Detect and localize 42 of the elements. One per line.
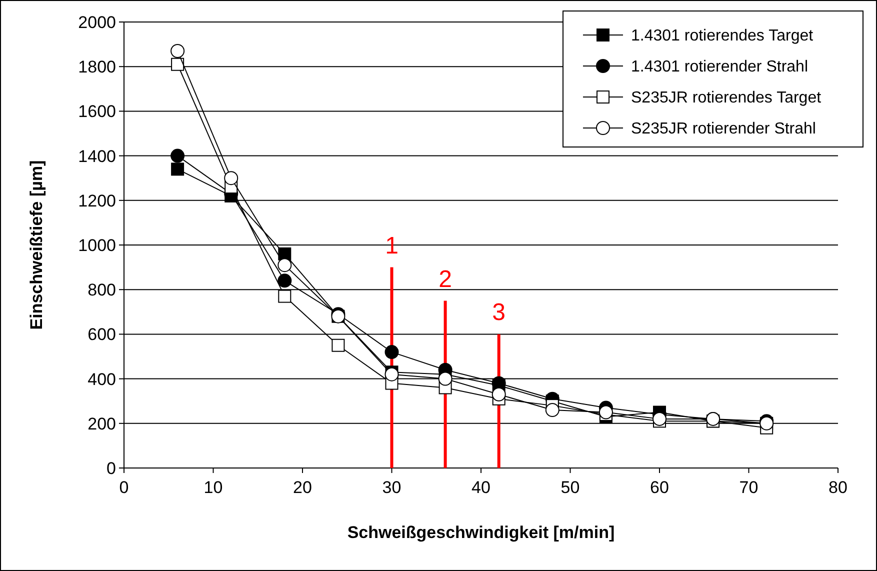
y-tick-label: 1000 [78,236,116,255]
y-tick-label: 1200 [78,191,116,210]
point [332,338,345,352]
x-tick-label: 50 [560,478,580,497]
y-tick-label: 1600 [78,102,116,122]
point [224,171,238,186]
y-tick-label: 2000 [78,12,116,32]
point [492,387,506,402]
y-tick-label: 200 [88,414,116,434]
point [545,403,560,418]
point [278,290,292,303]
point [171,162,184,176]
x-tick-label: 30 [382,478,402,497]
y-tick-label: 800 [88,280,116,300]
x-tick-label: 0 [119,478,129,497]
y-tick-label: 1400 [78,146,116,166]
point [170,148,185,163]
y-axis-title: Einschweißtiefe [µm] [27,160,46,330]
x-tick-label: 70 [739,478,758,497]
y-tick-label: 600 [88,325,116,344]
legend-label: 1.4301 rotierender Strahl [631,58,808,76]
point [171,58,184,71]
x-tick-label: 20 [293,478,312,497]
annotation: 2 [438,266,452,293]
point [278,274,292,288]
x-tick-label: 40 [472,478,490,497]
point [438,372,452,386]
legend-label: S235JR rotierender Strahl [631,120,816,138]
x-tick-label: 60 [650,478,669,497]
point [598,405,613,420]
point [652,412,666,426]
legend-label: 1.4301 rotierendes Target [631,28,814,45]
legend-label: S235JR rotierendes Target [631,90,822,107]
y-tick-label: 1800 [78,58,116,77]
x-axis-title: Schweißgeschwindigkeit [m/min] [347,523,615,542]
annotation: 3 [492,299,506,326]
x-tick-label: 80 [828,478,848,497]
point [384,367,399,382]
y-tick-label: 0 [106,458,116,478]
x-tick-label: 10 [204,478,223,497]
y-tick-label: 400 [88,370,116,389]
point [384,345,399,360]
